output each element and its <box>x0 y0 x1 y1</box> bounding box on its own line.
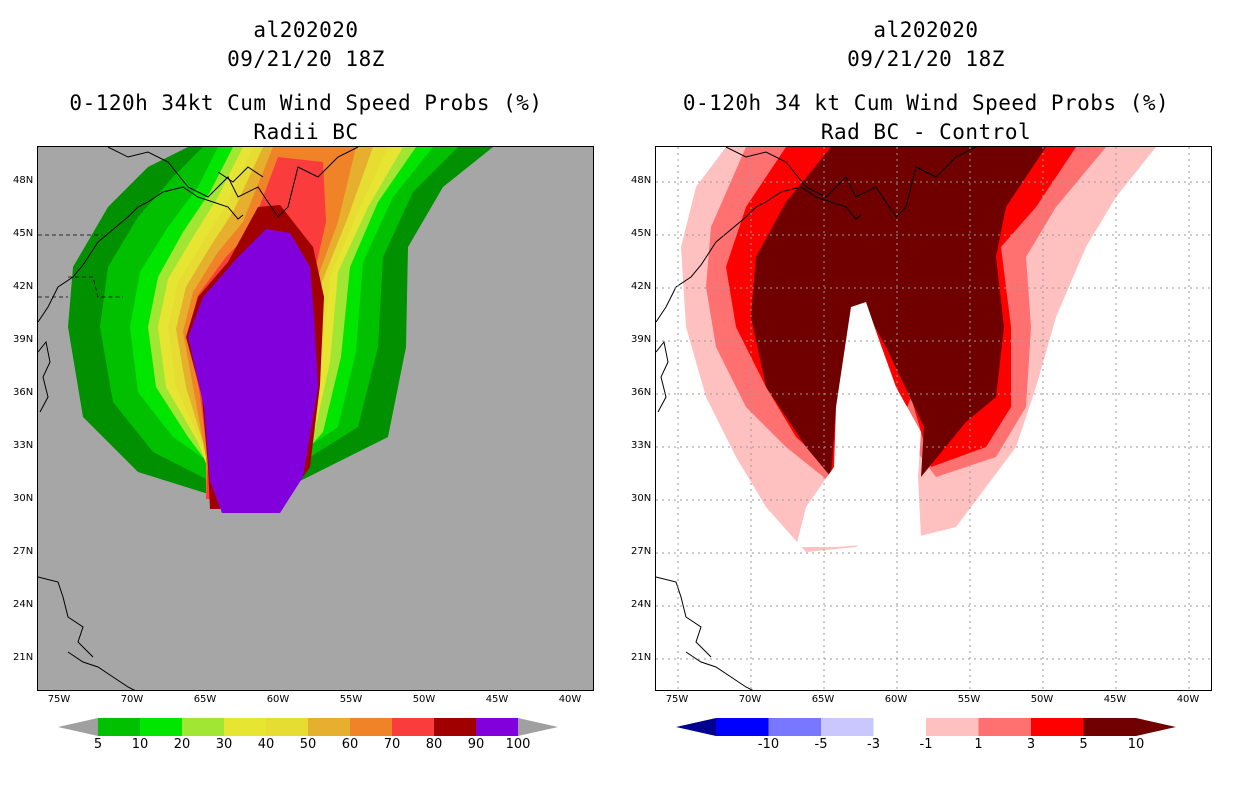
colorbar-label: 30 <box>215 737 233 752</box>
lat-label: 39N <box>631 334 652 345</box>
lat-label: 30N <box>631 493 652 504</box>
lon-label: 40W <box>558 694 582 705</box>
lat-label: 45N <box>13 228 34 239</box>
colorbar-label: 80 <box>425 737 443 752</box>
coastlines-right <box>656 147 977 690</box>
colorbar-swatch <box>308 718 351 736</box>
lat-label: 42N <box>631 281 652 292</box>
colorbar-label: 1 <box>974 737 983 752</box>
lat-label: 36N <box>13 387 34 398</box>
lat-label: 24N <box>631 599 652 610</box>
left-datetime: 09/21/20 18Z <box>227 47 385 71</box>
lat-label: 48N <box>631 175 652 186</box>
lat-label: 21N <box>13 652 34 663</box>
right-subtitle: Rad BC - Control <box>820 120 1032 144</box>
right-difference-field <box>656 147 1211 690</box>
colorbar-swatch <box>1083 718 1137 736</box>
colorbar-swatch <box>182 718 225 736</box>
lon-label: 75W <box>47 694 71 705</box>
left-probability-field <box>38 147 493 690</box>
colorbar-swatch <box>821 718 874 736</box>
colorbar-low-triangle <box>676 718 716 736</box>
colorbar-swatch <box>768 718 822 736</box>
lat-label: 27N <box>631 546 652 557</box>
lat-label: 24N <box>13 599 34 610</box>
colorbar-swatch <box>140 718 183 736</box>
right-datetime: 09/21/20 18Z <box>847 47 1005 71</box>
lat-label: 21N <box>631 652 652 663</box>
diff-white-core <box>796 302 921 547</box>
lon-label: 45W <box>1103 694 1127 705</box>
colorbar-low-triangle <box>58 718 98 736</box>
colorbar-swatch <box>392 718 435 736</box>
lat-label: 42N <box>13 281 34 292</box>
colorbar-swatch <box>476 718 519 736</box>
lat-label: 33N <box>13 440 34 451</box>
colorbar-label: 3 <box>1026 737 1036 752</box>
colorbar-swatch <box>224 718 267 736</box>
colorbar-label: 50 <box>299 737 317 752</box>
grid-lines <box>656 147 1211 690</box>
lon-label: 65W <box>193 694 217 705</box>
lon-label: 50W <box>412 694 436 705</box>
colorbar-swatch <box>978 718 1032 736</box>
left-subtitle: Radii BC <box>253 120 359 144</box>
band-100 <box>188 229 318 513</box>
lat-label: 33N <box>631 440 652 451</box>
lon-label: 60W <box>884 694 908 705</box>
lat-label: 48N <box>13 175 34 186</box>
colorbar-swatch <box>873 718 927 736</box>
right-map <box>655 146 1212 691</box>
colorbar-label: -3 <box>867 737 880 752</box>
colorbar-swatch <box>1031 718 1084 736</box>
colorbar-label: 100 <box>505 737 531 752</box>
colorbar-label: 5 <box>1079 737 1088 752</box>
left-colorbar <box>58 718 558 736</box>
colorbar-label: 10 <box>1127 737 1145 752</box>
colorbar-label: 40 <box>257 737 275 752</box>
lon-label: 65W <box>811 694 835 705</box>
lat-label: 45N <box>631 228 652 239</box>
colorbar-label: 60 <box>341 737 359 752</box>
lat-label: 36N <box>631 387 652 398</box>
colorbar-high-triangle <box>518 718 558 736</box>
lon-label: 70W <box>738 694 762 705</box>
colorbar-label: 5 <box>93 737 103 752</box>
lat-label: 27N <box>13 546 34 557</box>
colorbar-swatch <box>266 718 309 736</box>
colorbar-swatch <box>434 718 477 736</box>
left-map <box>37 146 594 691</box>
lat-label: 30N <box>13 493 34 504</box>
right-colorbar <box>676 718 1176 736</box>
coastlines <box>38 147 359 690</box>
lon-label: 55W <box>957 694 981 705</box>
left-storm-id: al202020 <box>253 18 359 42</box>
lon-label: 40W <box>1176 694 1200 705</box>
colorbar-high-triangle <box>1136 718 1176 736</box>
lon-label: 75W <box>665 694 689 705</box>
right-title: 0-120h 34 kt Cum Wind Speed Probs (%) <box>682 91 1170 115</box>
colorbar-label: 90 <box>467 737 485 752</box>
colorbar-swatch <box>350 718 393 736</box>
right-storm-id: al202020 <box>873 18 979 42</box>
lon-label: 60W <box>266 694 290 705</box>
colorbar-label: 70 <box>383 737 401 752</box>
colorbar-swatch <box>98 718 141 736</box>
lon-label: 50W <box>1030 694 1054 705</box>
colorbar-swatch <box>716 718 769 736</box>
colorbar-swatch <box>926 718 979 736</box>
state-borders <box>38 234 123 298</box>
lon-label: 70W <box>120 694 144 705</box>
lon-label: 45W <box>485 694 509 705</box>
left-title: 0-120h 34kt Cum Wind Speed Probs (%) <box>69 91 543 115</box>
colorbar-label: -1 <box>919 737 933 752</box>
lon-label: 55W <box>339 694 363 705</box>
lat-label: 39N <box>13 334 34 345</box>
colorbar-label: -5 <box>814 737 828 752</box>
colorbar-label: 20 <box>173 737 191 752</box>
colorbar-label: 10 <box>131 737 149 752</box>
colorbar-label: -10 <box>757 737 780 752</box>
